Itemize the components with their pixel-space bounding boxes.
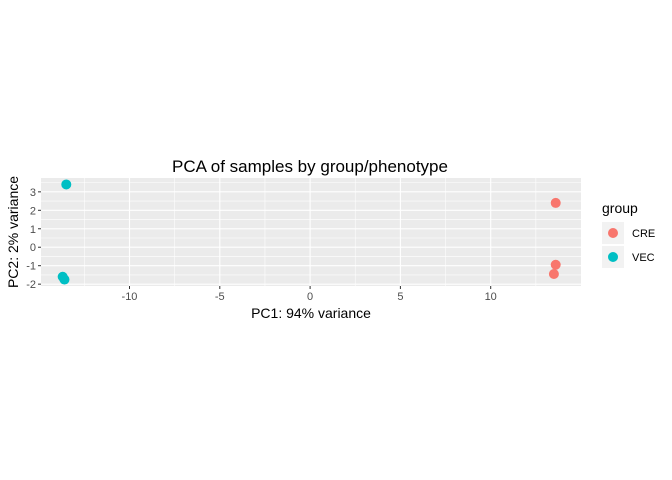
major-gridlines [41,178,581,286]
data-point-cre [550,259,561,270]
x-tick-label: 0 [307,291,313,303]
y-tick-label: 1 [30,224,36,236]
legend-key-vec [608,252,618,262]
legend: CRE VEC [602,222,655,268]
y-tick-label: 2 [30,205,36,217]
plot-panel [41,178,581,286]
x-tick-label: -10 [122,291,138,303]
chart-title: PCA of samples by group/phenotype [172,157,448,176]
x-tick-label: 10 [485,291,497,303]
x-axis-ticks: -10 -5 0 5 10 [122,286,497,303]
y-axis-ticks: -2 -1 0 1 2 3 [26,187,41,291]
legend-label-cre: CRE [632,228,655,240]
data-point-cre [550,197,561,208]
y-axis-title: PC2: 2% variance [5,176,21,288]
x-tick-label: 5 [397,291,403,303]
data-point-cre [548,269,559,279]
legend-title: group [602,200,638,216]
y-tick-label: 0 [30,242,36,254]
legend-key-cre [608,228,618,238]
data-point-vec [59,274,70,285]
x-tick-label: -5 [215,291,225,303]
data-points [57,179,561,285]
y-tick-label: -1 [26,261,36,273]
legend-label-vec: VEC [632,252,655,264]
x-axis-title: PC1: 94% variance [251,305,371,321]
data-point-vec [61,179,72,190]
y-tick-label: 3 [30,187,36,199]
y-tick-label: -2 [26,279,36,291]
